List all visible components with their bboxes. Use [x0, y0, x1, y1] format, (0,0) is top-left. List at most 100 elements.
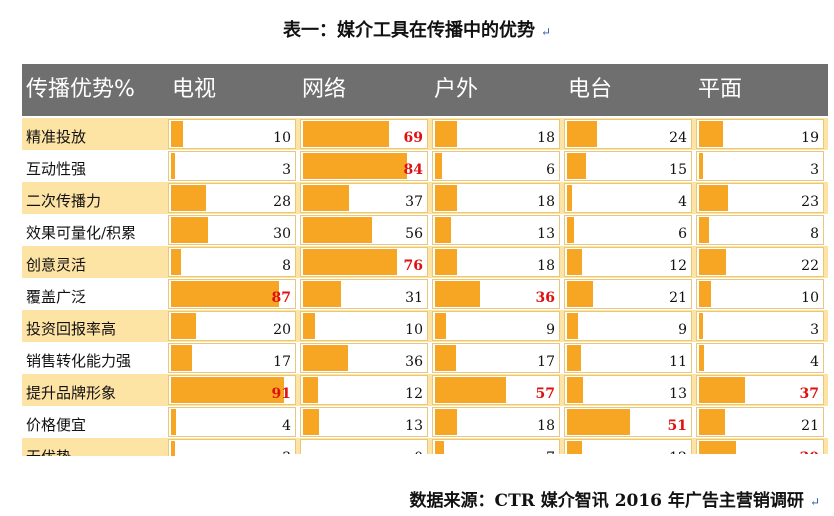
- value-bar: [303, 345, 348, 371]
- row-label: 互动性强: [26, 160, 87, 178]
- value-bar: [699, 409, 725, 435]
- table-row: 无优势3071230: [22, 438, 828, 456]
- value-label: 10: [801, 290, 819, 306]
- return-mark-icon: ↵: [809, 495, 820, 509]
- value-bar: [435, 441, 444, 456]
- value-cell: 24: [564, 119, 692, 149]
- value-cell: 22: [696, 247, 824, 277]
- value-bar: [171, 377, 284, 403]
- value-cell: 30: [696, 439, 824, 456]
- header-radio: 电台: [568, 77, 613, 102]
- row-label: 覆盖广泛: [26, 288, 87, 306]
- value-bar: [435, 377, 506, 403]
- value-label: 37: [405, 194, 423, 210]
- value-bar: [303, 249, 397, 275]
- value-bar: [699, 313, 703, 339]
- value-label: 3: [282, 450, 291, 456]
- value-cell: 11: [564, 343, 692, 373]
- value-bar: [435, 185, 457, 211]
- value-label: 76: [403, 258, 423, 274]
- value-label: 7: [546, 450, 555, 456]
- value-label: 20: [273, 322, 291, 338]
- value-cell: 18: [432, 247, 560, 277]
- value-label: 30: [800, 450, 819, 456]
- value-label: 87: [271, 290, 291, 306]
- chart-title-text: 表一：媒介工具在传播中的优势: [282, 20, 535, 41]
- value-bar: [303, 409, 319, 435]
- value-bar: [699, 121, 723, 147]
- value-bar: [171, 153, 175, 179]
- value-bar: [699, 249, 726, 275]
- value-label: 15: [669, 162, 687, 178]
- value-cell: 91: [168, 375, 296, 405]
- value-bar: [171, 441, 175, 456]
- table-row: 销售转化能力强 17 36 17 11 4: [22, 342, 828, 374]
- row-label: 投资回报率高: [26, 320, 117, 338]
- value-label: 91: [271, 386, 291, 402]
- table-row: 二次传播力 28 37 18 4 23: [22, 182, 828, 214]
- table-row: 互动性强 3 84 6 15 3: [22, 150, 828, 182]
- value-bar: [435, 313, 446, 339]
- value-cell: 10: [696, 279, 824, 309]
- value-bar: [699, 345, 704, 371]
- value-cell: 18: [432, 183, 560, 213]
- value-label: 51: [667, 418, 687, 434]
- value-bar: [699, 281, 711, 307]
- value-cell: 8: [696, 215, 824, 245]
- value-cell: 76: [300, 247, 428, 277]
- value-label: 21: [669, 290, 687, 306]
- value-label: 8: [810, 226, 819, 242]
- value-cell: 12: [300, 375, 428, 405]
- table-row: 覆盖广泛 87 31 36 21 10: [22, 278, 828, 310]
- value-cell: 13: [300, 407, 428, 437]
- value-cell: 3: [696, 311, 824, 341]
- value-label: 17: [537, 354, 555, 370]
- value-bar: [567, 153, 586, 179]
- value-bar: [567, 313, 578, 339]
- value-label: 0: [414, 450, 423, 456]
- value-label: 18: [537, 418, 555, 434]
- table-row: 价格便宜 4 13 18 51 21: [22, 406, 828, 438]
- value-label: 4: [678, 194, 687, 210]
- data-source: 数据来源：CTR 媒介智讯 2016 年广告主营销调研 ↵: [410, 486, 820, 511]
- value-cell: 17: [432, 343, 560, 373]
- row-label: 创意灵活: [26, 256, 87, 274]
- value-label: 21: [801, 418, 819, 434]
- value-bar: [567, 409, 630, 435]
- value-bar: [567, 249, 582, 275]
- value-cell: 36: [432, 279, 560, 309]
- value-label: 4: [810, 354, 819, 370]
- value-bar: [171, 409, 176, 435]
- header-outdoor: 户外: [434, 77, 479, 102]
- header-tv: 电视: [172, 77, 217, 102]
- row-label: 精准投放: [26, 128, 87, 146]
- value-cell: 18: [432, 407, 560, 437]
- value-bar: [699, 153, 703, 179]
- value-cell: 57: [432, 375, 560, 405]
- value-cell: 17: [168, 343, 296, 373]
- value-label: 13: [405, 418, 423, 434]
- data-table: 传播优势% 电视 网络 户外 电台 平面 精准投放 10 69 18 24 19 互动性强 3…: [22, 64, 828, 456]
- value-label: 12: [405, 386, 423, 402]
- value-cell: 0: [300, 439, 428, 456]
- value-label: 3: [282, 162, 291, 178]
- row-label: 无优势: [26, 438, 71, 456]
- value-bar: [303, 217, 372, 243]
- value-bar: [303, 153, 407, 179]
- value-label: 31: [405, 290, 423, 306]
- value-bar: [171, 313, 196, 339]
- value-label: 10: [405, 322, 423, 338]
- value-label: 23: [801, 194, 819, 210]
- row-label: 销售转化能力强: [26, 352, 132, 370]
- value-label: 13: [537, 226, 555, 242]
- value-cell: 19: [696, 119, 824, 149]
- value-bar: [171, 281, 279, 307]
- value-cell: 10: [300, 311, 428, 341]
- value-label: 18: [537, 194, 555, 210]
- value-bar: [171, 121, 183, 147]
- value-cell: 87: [168, 279, 296, 309]
- value-cell: 30: [168, 215, 296, 245]
- value-cell: 3: [168, 439, 296, 456]
- value-cell: 31: [300, 279, 428, 309]
- value-cell: 69: [300, 119, 428, 149]
